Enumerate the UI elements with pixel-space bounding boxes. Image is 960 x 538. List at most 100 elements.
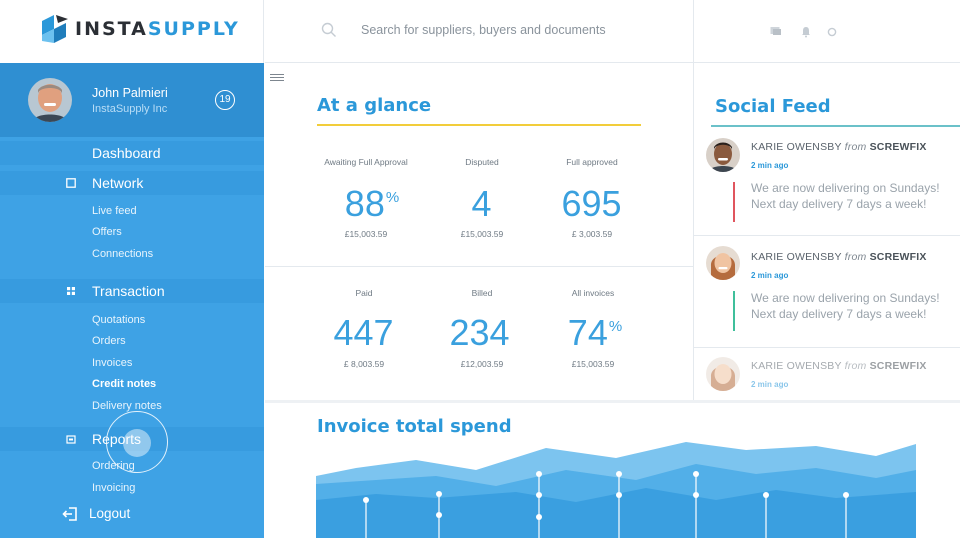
- nav-network[interactable]: Network: [0, 171, 264, 195]
- nav-logout[interactable]: Logout: [89, 506, 131, 521]
- nav-transaction[interactable]: Transaction: [0, 279, 264, 303]
- notification-badge[interactable]: 19: [215, 90, 235, 110]
- invoice-title: Invoice total spend: [317, 416, 512, 437]
- search-bar: [265, 0, 693, 63]
- logo-accent: SUPPLY: [147, 18, 240, 40]
- feed-underline: [711, 125, 960, 127]
- stat-value-disputed[interactable]: 4: [417, 183, 547, 225]
- stat-number: 447: [333, 312, 394, 353]
- post-time: 2 min ago: [751, 271, 789, 280]
- social-feed-panel: [693, 63, 960, 400]
- post-author-line[interactable]: KARIE OWENSBY from SCREWFIX: [751, 141, 927, 153]
- stat-number: 4: [471, 183, 492, 224]
- square-icon: [66, 178, 76, 188]
- post-author: KARIE OWENSBY: [751, 141, 842, 153]
- stat-number: 74: [567, 312, 608, 353]
- person-photo-icon: [706, 357, 740, 391]
- stat-label-full-approved: Full approved: [566, 157, 618, 167]
- sidebar: John Palmieri InstaSupply Inc 19 Dashboa…: [0, 63, 264, 538]
- search-input[interactable]: [361, 18, 661, 42]
- post-author: KARIE OWENSBY: [751, 251, 842, 263]
- stat-amount-billed: £12,003.59: [460, 359, 504, 369]
- stat-amount-awaiting: £15,003.59: [344, 229, 388, 239]
- report-icon: [66, 435, 76, 444]
- post-avatar[interactable]: [706, 357, 740, 391]
- logo-area: INSTASUPPLY: [0, 0, 264, 63]
- stat-value-all-invoices[interactable]: 74%: [530, 312, 660, 354]
- post-company: SCREWFIX: [869, 251, 927, 263]
- nav-transaction-label: Transaction: [92, 283, 165, 299]
- stat-label-awaiting: Awaiting Full Approval: [324, 157, 408, 167]
- stat-label-disputed: Disputed: [465, 157, 499, 167]
- stat-value-paid[interactable]: 447: [299, 312, 429, 354]
- user-photo-icon: [28, 78, 72, 122]
- stat-amount-disputed: £15,003.59: [460, 229, 504, 239]
- logo-cube-icon: [42, 15, 68, 43]
- logout-icon[interactable]: [62, 507, 78, 521]
- stat-number: 695: [561, 183, 622, 224]
- settings-circle-icon[interactable]: [826, 26, 838, 38]
- post-accent-bar: [733, 182, 735, 222]
- stat-amount-paid: £ 8,003.59: [343, 359, 385, 369]
- menu-collapse-icon[interactable]: [270, 73, 284, 83]
- post-author-line[interactable]: KARIE OWENSBY from SCREWFIX: [751, 360, 927, 372]
- touch-indicator-ring: [106, 411, 168, 473]
- stat-label-paid: Paid: [355, 288, 373, 298]
- nav-dashboard-label: Dashboard: [92, 145, 161, 161]
- post-from: from: [844, 360, 867, 372]
- post-from: from: [844, 141, 867, 153]
- stat-value-billed[interactable]: 234: [415, 312, 545, 354]
- nav-invoicing[interactable]: Invoicing: [92, 482, 136, 494]
- stat-number: 234: [449, 312, 510, 353]
- avatar[interactable]: [28, 78, 72, 122]
- post-author: KARIE OWENSBY: [751, 360, 842, 372]
- glance-underline: [317, 124, 641, 126]
- glance-divider: [265, 266, 693, 267]
- chat-icon[interactable]: [770, 26, 782, 38]
- nav-connections[interactable]: Connections: [92, 248, 154, 260]
- post-author-line[interactable]: KARIE OWENSBY from SCREWFIX: [751, 251, 927, 263]
- post-text: We are now delivering on Sundays! Next d…: [751, 181, 940, 211]
- stat-number: 88: [344, 183, 385, 224]
- stat-label-billed: Billed: [471, 288, 493, 298]
- post-separator: [694, 347, 960, 348]
- post-text: We are now delivering on Sundays! Next d…: [751, 291, 940, 321]
- post-accent-bar: [733, 291, 735, 331]
- nav-offers[interactable]: Offers: [92, 226, 122, 238]
- stat-value-full-approved[interactable]: 695: [527, 183, 657, 225]
- user-profile[interactable]: John Palmieri InstaSupply Inc 19: [0, 63, 264, 137]
- nav-credit-notes[interactable]: Credit notes: [92, 378, 157, 390]
- nav-invoices[interactable]: Invoices: [92, 357, 133, 369]
- user-company: InstaSupply Inc: [92, 103, 168, 115]
- bell-icon[interactable]: [800, 26, 812, 38]
- stat-value-awaiting[interactable]: 88%: [307, 183, 437, 225]
- post-separator: [694, 235, 960, 236]
- top-toolbar: [693, 0, 960, 63]
- stat-unit: %: [385, 189, 400, 206]
- nav-orders[interactable]: Orders: [92, 335, 126, 347]
- post-time: 2 min ago: [751, 161, 789, 170]
- nav-dashboard[interactable]: Dashboard: [0, 141, 264, 165]
- post-from: from: [844, 251, 867, 263]
- nav-quotations[interactable]: Quotations: [92, 314, 146, 326]
- logo-main: INSTA: [75, 18, 148, 40]
- post-company: SCREWFIX: [869, 360, 927, 372]
- logo-text[interactable]: INSTASUPPLY: [75, 18, 240, 40]
- chart-markers: [363, 471, 849, 538]
- user-name: John Palmieri: [92, 86, 168, 100]
- stat-amount-all-invoices: £15,003.59: [571, 359, 615, 369]
- post-time: 2 min ago: [751, 380, 789, 389]
- feed-title: Social Feed: [715, 96, 831, 117]
- nav-network-label: Network: [92, 175, 144, 191]
- post-avatar[interactable]: [706, 246, 740, 280]
- post-company: SCREWFIX: [869, 141, 927, 153]
- stat-unit: %: [608, 318, 623, 335]
- nav-live-feed[interactable]: Live feed: [92, 205, 137, 217]
- invoice-area-chart[interactable]: [316, 440, 916, 538]
- nav-delivery-notes[interactable]: Delivery notes: [92, 400, 162, 412]
- post-avatar[interactable]: [706, 138, 740, 172]
- glance-title: At a glance: [317, 95, 432, 116]
- stat-amount-full-approved: £ 3,003.59: [571, 229, 613, 239]
- search-icon[interactable]: [321, 22, 337, 38]
